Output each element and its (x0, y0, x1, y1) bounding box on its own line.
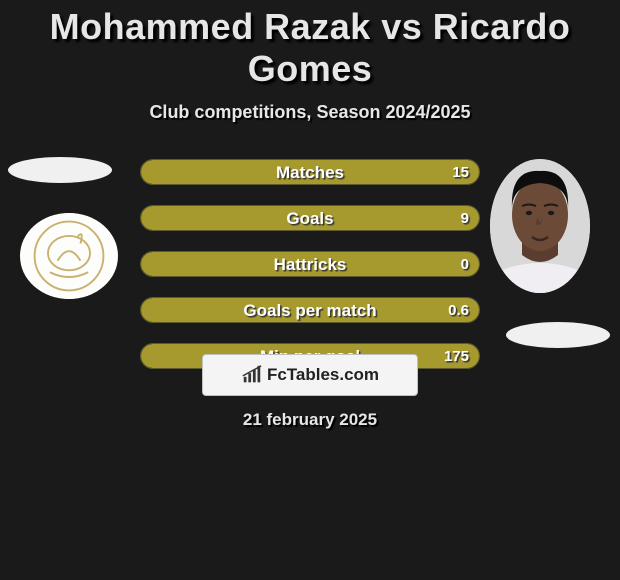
stat-value-right: 15 (452, 160, 469, 184)
stat-label: Matches (141, 160, 479, 184)
date-text: 21 february 2025 (0, 410, 620, 430)
left-club-crest (20, 213, 118, 299)
stat-value-right: 175 (444, 344, 469, 368)
stat-value-right: 0 (461, 252, 469, 276)
stat-value-right: 9 (461, 206, 469, 230)
right-player-photo (490, 159, 590, 293)
stat-value-right: 0.6 (448, 298, 469, 322)
brand-text: FcTables.com (267, 365, 379, 385)
comparison-card: Mohammed Razak vs Ricardo Gomes Club com… (0, 0, 620, 580)
stat-label: Goals (141, 206, 479, 230)
stat-label: Goals per match (141, 298, 479, 322)
stat-row: Goals per match0.6 (140, 297, 480, 323)
stat-row: Matches15 (140, 159, 480, 185)
brand-badge: FcTables.com (202, 354, 418, 396)
player-photo-icon (490, 159, 590, 293)
stat-row: Hattricks0 (140, 251, 480, 277)
right-player-shadow (506, 322, 610, 348)
page-title: Mohammed Razak vs Ricardo Gomes (0, 6, 620, 90)
brand-chart-icon (241, 364, 263, 386)
subtitle: Club competitions, Season 2024/2025 (0, 102, 620, 123)
stat-label: Hattricks (141, 252, 479, 276)
crest-icon (20, 213, 118, 299)
left-player-shadow (8, 157, 112, 183)
stat-row: Goals9 (140, 205, 480, 231)
